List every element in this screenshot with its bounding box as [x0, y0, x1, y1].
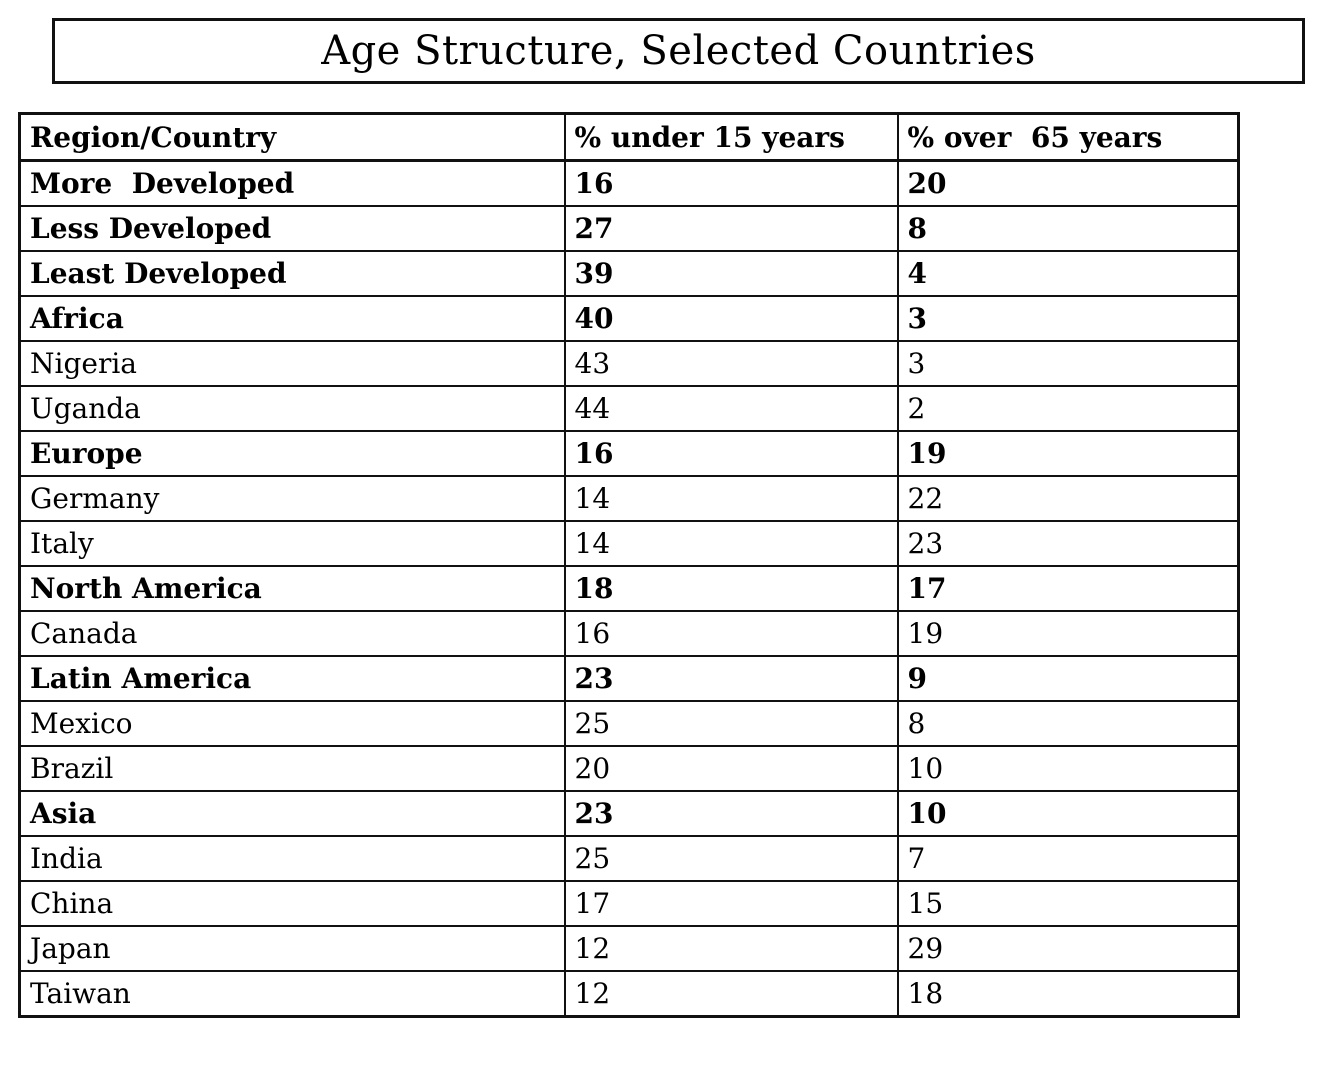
- under-15-cell: 14: [563, 520, 899, 567]
- table-row: North America 18 17: [18, 565, 1240, 612]
- header-row: Region/Country % under 15 years % over 6…: [18, 112, 1240, 162]
- over-65-cell: 10: [896, 790, 1240, 837]
- under-15-cell: 25: [563, 835, 899, 882]
- region-country-cell: More Developed: [18, 159, 566, 207]
- region-country-cell: Europe: [18, 430, 566, 477]
- title-box: Age Structure, Selected Countries: [52, 18, 1305, 84]
- region-country-cell: Less Developed: [18, 205, 566, 252]
- under-15-cell: 40: [563, 295, 899, 342]
- under-15-cell: 23: [563, 790, 899, 837]
- over-65-cell: 22: [896, 475, 1240, 522]
- table-row: India 25 7: [18, 835, 1240, 882]
- over-65-cell: 19: [896, 610, 1240, 657]
- table-row: Less Developed 27 8: [18, 205, 1240, 252]
- region-country-cell: Italy: [18, 520, 566, 567]
- table-row: Asia 23 10: [18, 790, 1240, 837]
- over-65-cell: 7: [896, 835, 1240, 882]
- region-country-cell: Uganda: [18, 385, 566, 432]
- region-country-cell: Least Developed: [18, 250, 566, 297]
- under-15-cell: 39: [563, 250, 899, 297]
- over-65-cell: 3: [896, 340, 1240, 387]
- under-15-cell: 16: [563, 159, 899, 207]
- region-country-cell: North America: [18, 565, 566, 612]
- region-country-cell: Brazil: [18, 745, 566, 792]
- table-row: Nigeria 43 3: [18, 340, 1240, 387]
- region-country-cell: Germany: [18, 475, 566, 522]
- region-country-cell: Africa: [18, 295, 566, 342]
- over-65-cell: 9: [896, 655, 1240, 702]
- table-row: Canada 16 19: [18, 610, 1240, 657]
- over-65-cell: 17: [896, 565, 1240, 612]
- under-15-cell: 25: [563, 700, 899, 747]
- under-15-cell: 44: [563, 385, 899, 432]
- over-65-cell: 15: [896, 880, 1240, 927]
- region-country-cell: Asia: [18, 790, 566, 837]
- col-header-over-65: % over 65 years: [896, 112, 1240, 162]
- table-row: Brazil 20 10: [18, 745, 1240, 792]
- over-65-cell: 10: [896, 745, 1240, 792]
- table-row: Least Developed 39 4: [18, 250, 1240, 297]
- under-15-cell: 27: [563, 205, 899, 252]
- table-row: Japan 12 29: [18, 925, 1240, 972]
- region-country-cell: Latin America: [18, 655, 566, 702]
- age-structure-table: Region/Country % under 15 years % over 6…: [18, 112, 1240, 1018]
- table-row: Uganda 44 2: [18, 385, 1240, 432]
- over-65-cell: 2: [896, 385, 1240, 432]
- under-15-cell: 17: [563, 880, 899, 927]
- region-country-cell: Mexico: [18, 700, 566, 747]
- region-country-cell: India: [18, 835, 566, 882]
- under-15-cell: 14: [563, 475, 899, 522]
- under-15-cell: 16: [563, 610, 899, 657]
- region-country-cell: Taiwan: [18, 970, 566, 1018]
- region-country-cell: Japan: [18, 925, 566, 972]
- table-row: Taiwan 12 18: [18, 970, 1240, 1018]
- table-row: Italy 14 23: [18, 520, 1240, 567]
- over-65-cell: 20: [896, 159, 1240, 207]
- under-15-cell: 23: [563, 655, 899, 702]
- table-row: More Developed 16 20: [18, 159, 1240, 207]
- region-country-cell: Canada: [18, 610, 566, 657]
- over-65-cell: 8: [896, 700, 1240, 747]
- col-header-under-15: % under 15 years: [563, 112, 899, 162]
- col-header-region-country: Region/Country: [18, 112, 566, 162]
- table-row: Latin America 23 9: [18, 655, 1240, 702]
- over-65-cell: 29: [896, 925, 1240, 972]
- table-row: Africa 40 3: [18, 295, 1240, 342]
- over-65-cell: 23: [896, 520, 1240, 567]
- over-65-cell: 8: [896, 205, 1240, 252]
- under-15-cell: 18: [563, 565, 899, 612]
- under-15-cell: 20: [563, 745, 899, 792]
- table-row: Germany 14 22: [18, 475, 1240, 522]
- under-15-cell: 16: [563, 430, 899, 477]
- over-65-cell: 3: [896, 295, 1240, 342]
- region-country-cell: China: [18, 880, 566, 927]
- under-15-cell: 12: [563, 925, 899, 972]
- over-65-cell: 4: [896, 250, 1240, 297]
- over-65-cell: 19: [896, 430, 1240, 477]
- table-row: China 17 15: [18, 880, 1240, 927]
- under-15-cell: 12: [563, 970, 899, 1018]
- table-row: Mexico 25 8: [18, 700, 1240, 747]
- over-65-cell: 18: [896, 970, 1240, 1018]
- page-title: Age Structure, Selected Countries: [321, 28, 1036, 74]
- under-15-cell: 43: [563, 340, 899, 387]
- region-country-cell: Nigeria: [18, 340, 566, 387]
- table-row: Europe 16 19: [18, 430, 1240, 477]
